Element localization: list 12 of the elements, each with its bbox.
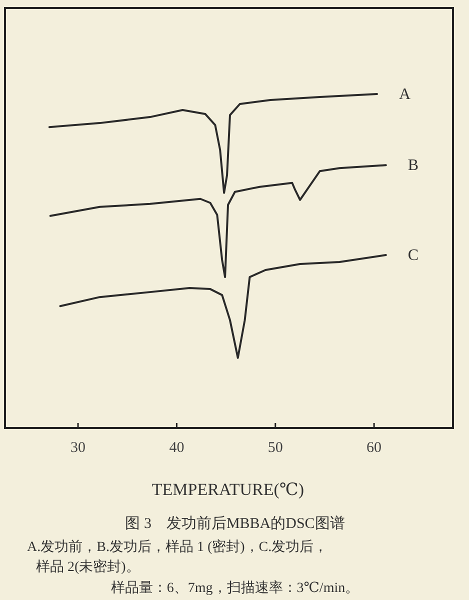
series-label: A	[399, 86, 412, 103]
series-label: B	[408, 157, 419, 174]
x-tick-label: 50	[268, 440, 283, 456]
x-tick-label: 30	[70, 440, 86, 456]
series-label: C	[408, 246, 419, 264]
x-tick-label: 60	[366, 440, 382, 456]
text: 样品 2(未密封)。	[36, 559, 140, 575]
x-tick-label: 40	[169, 440, 184, 456]
x-axis-title: TEMPERATURE(℃)	[152, 480, 304, 499]
text: 样品量：6、7mg，扫描速率：3℃/min。	[110, 580, 360, 596]
text: 图 3 发功前后MBBA的DSC图谱	[125, 515, 345, 532]
text: A.发功前，B.发功后，样品 1 (密封)，C.发功后，	[27, 539, 328, 555]
